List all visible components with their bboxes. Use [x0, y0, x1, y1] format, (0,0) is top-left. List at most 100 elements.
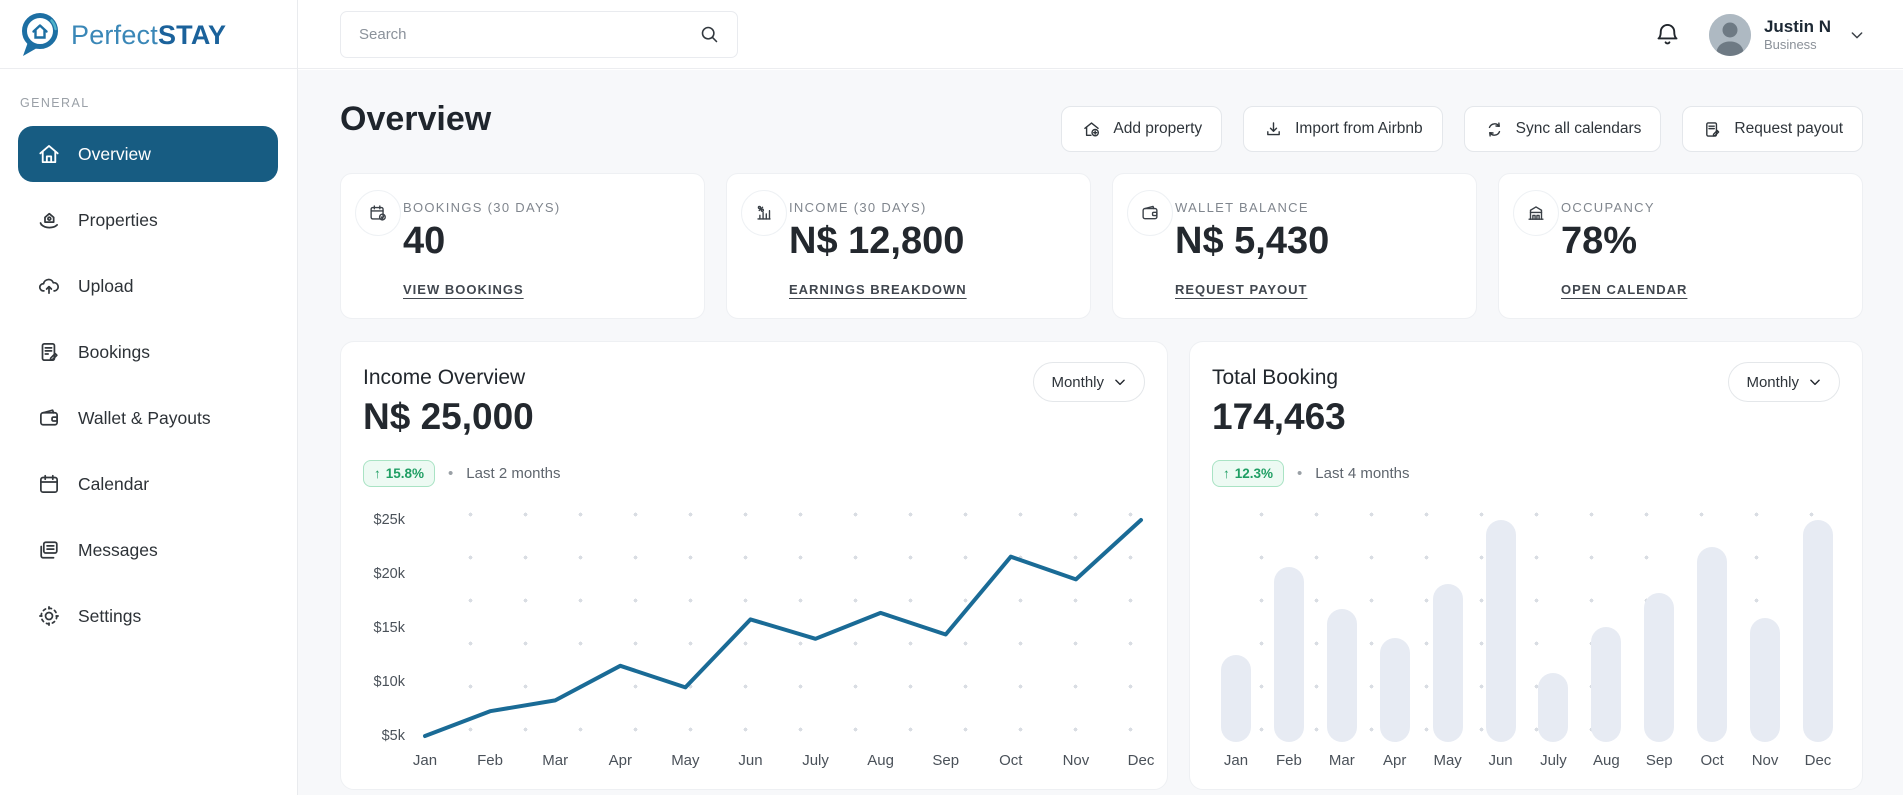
x-tick-label: Sep	[1645, 752, 1673, 769]
earnings-breakdown-link[interactable]: EARNINGS BREAKDOWN	[789, 282, 967, 297]
income-chart-title: Income Overview	[363, 366, 526, 389]
page-title: Overview	[340, 100, 492, 138]
bar	[1750, 618, 1781, 742]
bar	[1802, 520, 1833, 742]
stat-card-wallet: WALLET BALANCE N$ 5,430 REQUEST PAYOUT	[1112, 173, 1477, 319]
income-chart-value: N$ 25,000	[363, 396, 534, 437]
view-bookings-link[interactable]: VIEW BOOKINGS	[403, 282, 524, 297]
messages-icon	[36, 537, 62, 563]
bar-column	[1428, 584, 1468, 742]
brand-name-bold: STAY	[157, 19, 227, 50]
import-from-airbnb-button[interactable]: Import from Airbnb	[1243, 106, 1443, 152]
y-tick-label: $25k	[373, 512, 405, 528]
user-role: Business	[1763, 36, 1817, 52]
search-input[interactable]	[341, 12, 681, 57]
y-tick-label: $20k	[373, 566, 405, 582]
bar	[1432, 584, 1463, 742]
request-payout-button[interactable]: Request payout	[1682, 106, 1863, 152]
bar-column	[1639, 593, 1679, 742]
x-tick-label: July	[802, 752, 829, 769]
bar-column	[1216, 655, 1256, 742]
bar-column	[1798, 520, 1838, 742]
stat-label: INCOME (30 DAYS)	[789, 200, 927, 215]
x-tick-label: Aug	[867, 752, 894, 769]
open-calendar-link[interactable]: OPEN CALENDAR	[1561, 282, 1688, 297]
sidebar-item-messages[interactable]: Messages	[18, 522, 278, 578]
search-box	[340, 11, 738, 58]
cloud-upload-icon	[36, 273, 62, 299]
x-tick-label: Apr	[608, 752, 632, 769]
bar-column	[1745, 618, 1785, 742]
bar-column	[1269, 567, 1309, 742]
stat-value: 78%	[1561, 220, 1638, 262]
add-property-button[interactable]: Add property	[1061, 106, 1223, 152]
x-tick-label: Sep	[932, 752, 960, 769]
main-content: Overview Add property Import from Airbnb	[298, 70, 1903, 795]
user-menu[interactable]: Justin N Business	[1764, 17, 1831, 52]
action-button-label: Request payout	[1734, 120, 1843, 137]
topbar: PerfectSTAY Justin N Business	[0, 0, 1903, 69]
bar	[1273, 567, 1304, 742]
chevron-down-icon	[1113, 375, 1127, 389]
booking-period-dropdown[interactable]: Monthly	[1728, 362, 1840, 402]
stat-value: N$ 12,800	[789, 220, 965, 262]
booking-bar-chart	[1216, 510, 1838, 742]
bar	[1221, 655, 1251, 742]
action-button-label: Sync all calendars	[1515, 120, 1642, 137]
calendar-check-icon	[355, 190, 401, 236]
bar	[1538, 673, 1569, 742]
bell-icon[interactable]	[1654, 21, 1681, 48]
sidebar-item-upload[interactable]: Upload	[18, 258, 278, 314]
document-pen-icon	[1702, 119, 1723, 140]
bar	[1697, 547, 1728, 742]
bar	[1379, 638, 1410, 742]
gear-icon	[36, 603, 62, 629]
sidebar-item-label: Properties	[78, 209, 158, 230]
sidebar-item-calendar[interactable]: Calendar	[18, 456, 278, 512]
user-name: Justin N	[1763, 17, 1831, 37]
sidebar-item-overview[interactable]: Overview	[18, 126, 278, 182]
stat-card-occupancy: OCCUPANCY 78% OPEN CALENDAR	[1498, 173, 1863, 319]
brand-logo: PerfectSTAY	[18, 11, 226, 59]
chevron-down-icon[interactable]	[1849, 27, 1865, 43]
sidebar-item-wallet-payouts[interactable]: Wallet & Payouts	[18, 390, 278, 446]
sidebar-item-label: Settings	[78, 605, 142, 626]
income-line-svg	[423, 518, 1143, 738]
map-pin-home-icon	[18, 11, 62, 59]
income-chart-x-axis: Jan Feb Mar Apr May Jun July Aug Sep Oct Nov Dec	[413, 752, 1154, 774]
x-tick-label: Jun	[1488, 752, 1513, 769]
income-period-dropdown[interactable]: Monthly	[1033, 362, 1145, 402]
dropdown-value: Monthly	[1051, 373, 1104, 391]
avatar[interactable]	[1708, 13, 1751, 56]
x-tick-label: Jan	[1223, 752, 1249, 769]
sidebar-item-bookings[interactable]: Bookings	[18, 324, 278, 380]
x-tick-label: Nov	[1751, 752, 1779, 769]
income-change-badge: ↑ 15.8%	[363, 460, 436, 487]
arrow-up-icon: ↑	[1223, 466, 1230, 481]
header-actions: Add property Import from Airbnb Sync all…	[1061, 106, 1863, 152]
calendar-icon	[36, 471, 62, 497]
sidebar-item-label: Bookings	[78, 341, 150, 362]
bar-column	[1481, 520, 1521, 742]
booking-change-badge: ↑ 12.3%	[1212, 460, 1285, 487]
sidebar-item-properties[interactable]: Properties	[18, 192, 278, 248]
x-tick-label: Jun	[738, 752, 763, 769]
x-tick-label: Dec	[1804, 752, 1832, 769]
stat-label: BOOKINGS (30 DAYS)	[403, 200, 561, 215]
x-tick-label: Feb	[477, 752, 503, 769]
x-tick-label: Apr	[1383, 752, 1407, 769]
search-icon[interactable]	[681, 20, 737, 50]
y-tick-label: $10k	[373, 674, 405, 690]
sidebar-item-label: Messages	[78, 539, 158, 560]
sidebar-divider	[297, 0, 298, 795]
request-payout-link[interactable]: REQUEST PAYOUT	[1175, 282, 1308, 297]
income-chart-y-axis: $25k $20k $15k $10k $5k	[357, 510, 415, 744]
bar-column	[1533, 673, 1573, 742]
sync-all-calendars-button[interactable]: Sync all calendars	[1463, 106, 1662, 152]
bar	[1326, 609, 1357, 742]
x-tick-label: May	[671, 752, 700, 769]
x-tick-label: Jan	[412, 752, 438, 769]
sidebar-item-settings[interactable]: Settings	[18, 588, 278, 644]
stat-cards: BOOKINGS (30 DAYS) 40 VIEW BOOKINGS INCO…	[340, 173, 1863, 319]
sync-icon	[1484, 119, 1505, 140]
